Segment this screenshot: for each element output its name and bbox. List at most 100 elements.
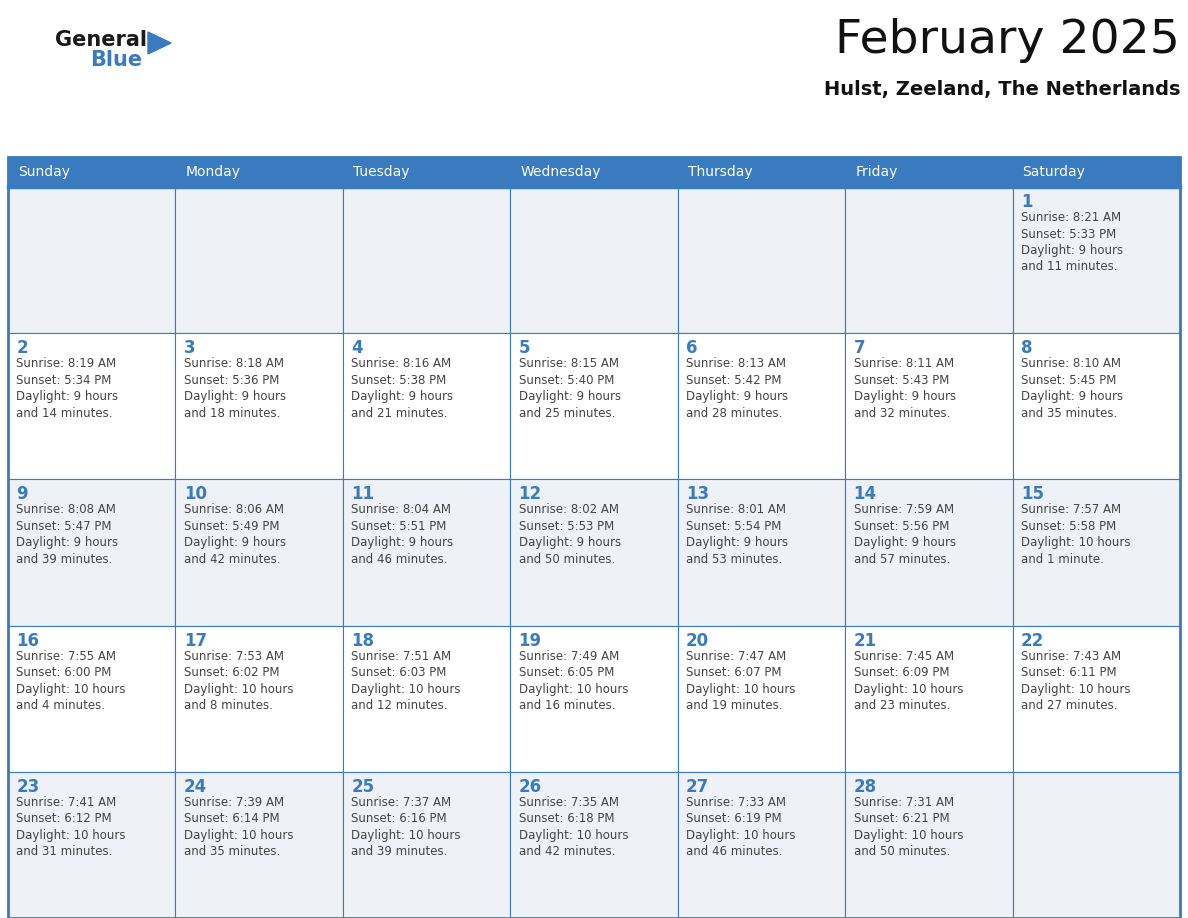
Text: and 39 minutes.: and 39 minutes. bbox=[17, 553, 113, 565]
Bar bbox=[343, 479, 511, 625]
Text: and 42 minutes.: and 42 minutes. bbox=[519, 845, 615, 858]
Text: Sunset: 6:03 PM: Sunset: 6:03 PM bbox=[352, 666, 447, 679]
Text: 12: 12 bbox=[519, 486, 542, 503]
Text: 2: 2 bbox=[17, 339, 29, 357]
Text: 13: 13 bbox=[687, 486, 709, 503]
Text: 20: 20 bbox=[687, 632, 709, 650]
Text: Sunrise: 7:43 AM: Sunrise: 7:43 AM bbox=[1020, 650, 1121, 663]
Text: Wednesday: Wednesday bbox=[520, 165, 601, 179]
Text: and 53 minutes.: and 53 minutes. bbox=[687, 553, 783, 565]
Bar bbox=[845, 187, 1012, 333]
Bar bbox=[343, 333, 511, 479]
Text: 23: 23 bbox=[17, 778, 39, 796]
Bar bbox=[8, 333, 176, 479]
Text: Sunrise: 8:08 AM: Sunrise: 8:08 AM bbox=[17, 503, 116, 517]
Text: Saturday: Saturday bbox=[1023, 165, 1086, 179]
Text: Sunset: 6:02 PM: Sunset: 6:02 PM bbox=[184, 666, 279, 679]
Text: 1: 1 bbox=[1020, 193, 1032, 211]
Text: Sunset: 5:51 PM: Sunset: 5:51 PM bbox=[352, 520, 447, 533]
Bar bbox=[1012, 157, 1180, 187]
Text: and 8 minutes.: and 8 minutes. bbox=[184, 700, 273, 712]
Text: Sunset: 6:09 PM: Sunset: 6:09 PM bbox=[853, 666, 949, 679]
Text: Daylight: 9 hours: Daylight: 9 hours bbox=[352, 390, 454, 403]
Text: Sunset: 5:58 PM: Sunset: 5:58 PM bbox=[1020, 520, 1117, 533]
Bar bbox=[677, 625, 845, 772]
Text: and 18 minutes.: and 18 minutes. bbox=[184, 407, 280, 420]
Text: Sunset: 5:49 PM: Sunset: 5:49 PM bbox=[184, 520, 279, 533]
Text: Sunrise: 8:19 AM: Sunrise: 8:19 AM bbox=[17, 357, 116, 370]
Text: 11: 11 bbox=[352, 486, 374, 503]
Text: Sunrise: 8:18 AM: Sunrise: 8:18 AM bbox=[184, 357, 284, 370]
Text: and 27 minutes.: and 27 minutes. bbox=[1020, 700, 1118, 712]
Bar bbox=[511, 333, 677, 479]
Bar bbox=[845, 772, 1012, 918]
Text: Daylight: 10 hours: Daylight: 10 hours bbox=[687, 829, 796, 842]
Text: Sunset: 5:56 PM: Sunset: 5:56 PM bbox=[853, 520, 949, 533]
Text: Sunrise: 7:53 AM: Sunrise: 7:53 AM bbox=[184, 650, 284, 663]
Text: Sunset: 6:16 PM: Sunset: 6:16 PM bbox=[352, 812, 447, 825]
Bar bbox=[1012, 187, 1180, 333]
Text: Daylight: 9 hours: Daylight: 9 hours bbox=[853, 390, 955, 403]
Text: Sunset: 5:54 PM: Sunset: 5:54 PM bbox=[687, 520, 782, 533]
Bar bbox=[1012, 333, 1180, 479]
Text: Sunrise: 8:21 AM: Sunrise: 8:21 AM bbox=[1020, 211, 1121, 224]
Text: Daylight: 9 hours: Daylight: 9 hours bbox=[519, 390, 621, 403]
Bar bbox=[677, 157, 845, 187]
Text: Sunrise: 8:10 AM: Sunrise: 8:10 AM bbox=[1020, 357, 1121, 370]
Text: and 14 minutes.: and 14 minutes. bbox=[17, 407, 113, 420]
Text: Daylight: 10 hours: Daylight: 10 hours bbox=[1020, 536, 1131, 549]
Bar bbox=[8, 479, 176, 625]
Bar bbox=[8, 625, 176, 772]
Bar bbox=[343, 187, 511, 333]
Bar bbox=[176, 333, 343, 479]
Text: 22: 22 bbox=[1020, 632, 1044, 650]
Text: Sunset: 5:43 PM: Sunset: 5:43 PM bbox=[853, 374, 949, 386]
Text: Sunset: 5:36 PM: Sunset: 5:36 PM bbox=[184, 374, 279, 386]
Text: Sunrise: 8:16 AM: Sunrise: 8:16 AM bbox=[352, 357, 451, 370]
Text: Sunset: 6:05 PM: Sunset: 6:05 PM bbox=[519, 666, 614, 679]
Text: Daylight: 9 hours: Daylight: 9 hours bbox=[184, 390, 286, 403]
Text: Sunrise: 7:35 AM: Sunrise: 7:35 AM bbox=[519, 796, 619, 809]
Text: 24: 24 bbox=[184, 778, 207, 796]
Text: 25: 25 bbox=[352, 778, 374, 796]
Bar bbox=[845, 333, 1012, 479]
Text: Daylight: 10 hours: Daylight: 10 hours bbox=[687, 683, 796, 696]
Bar bbox=[343, 772, 511, 918]
Text: Sunrise: 7:59 AM: Sunrise: 7:59 AM bbox=[853, 503, 954, 517]
Bar bbox=[511, 772, 677, 918]
Bar bbox=[511, 157, 677, 187]
Text: and 32 minutes.: and 32 minutes. bbox=[853, 407, 950, 420]
Text: Daylight: 9 hours: Daylight: 9 hours bbox=[687, 390, 788, 403]
Text: Sunset: 5:45 PM: Sunset: 5:45 PM bbox=[1020, 374, 1117, 386]
Text: and 25 minutes.: and 25 minutes. bbox=[519, 407, 615, 420]
Text: and 21 minutes.: and 21 minutes. bbox=[352, 407, 448, 420]
Text: Sunrise: 7:39 AM: Sunrise: 7:39 AM bbox=[184, 796, 284, 809]
Text: Hulst, Zeeland, The Netherlands: Hulst, Zeeland, The Netherlands bbox=[823, 80, 1180, 99]
Text: and 35 minutes.: and 35 minutes. bbox=[1020, 407, 1117, 420]
Text: Sunrise: 7:31 AM: Sunrise: 7:31 AM bbox=[853, 796, 954, 809]
Text: and 12 minutes.: and 12 minutes. bbox=[352, 700, 448, 712]
Bar bbox=[845, 479, 1012, 625]
Text: Sunrise: 8:02 AM: Sunrise: 8:02 AM bbox=[519, 503, 619, 517]
Text: Daylight: 9 hours: Daylight: 9 hours bbox=[17, 390, 119, 403]
Text: and 11 minutes.: and 11 minutes. bbox=[1020, 261, 1118, 274]
Text: Daylight: 10 hours: Daylight: 10 hours bbox=[1020, 683, 1131, 696]
Text: Sunrise: 7:41 AM: Sunrise: 7:41 AM bbox=[17, 796, 116, 809]
Text: Daylight: 9 hours: Daylight: 9 hours bbox=[352, 536, 454, 549]
Text: 15: 15 bbox=[1020, 486, 1044, 503]
Bar bbox=[511, 625, 677, 772]
Text: 14: 14 bbox=[853, 486, 877, 503]
Text: Sunday: Sunday bbox=[18, 165, 70, 179]
Bar bbox=[176, 187, 343, 333]
Text: and 50 minutes.: and 50 minutes. bbox=[519, 553, 615, 565]
Text: 26: 26 bbox=[519, 778, 542, 796]
Text: Sunrise: 7:37 AM: Sunrise: 7:37 AM bbox=[352, 796, 451, 809]
Text: Daylight: 9 hours: Daylight: 9 hours bbox=[519, 536, 621, 549]
Bar bbox=[176, 625, 343, 772]
Text: Sunset: 5:53 PM: Sunset: 5:53 PM bbox=[519, 520, 614, 533]
Text: Daylight: 9 hours: Daylight: 9 hours bbox=[184, 536, 286, 549]
Text: February 2025: February 2025 bbox=[835, 18, 1180, 63]
Text: Daylight: 10 hours: Daylight: 10 hours bbox=[184, 683, 293, 696]
Bar bbox=[8, 157, 1180, 918]
Text: and 42 minutes.: and 42 minutes. bbox=[184, 553, 280, 565]
